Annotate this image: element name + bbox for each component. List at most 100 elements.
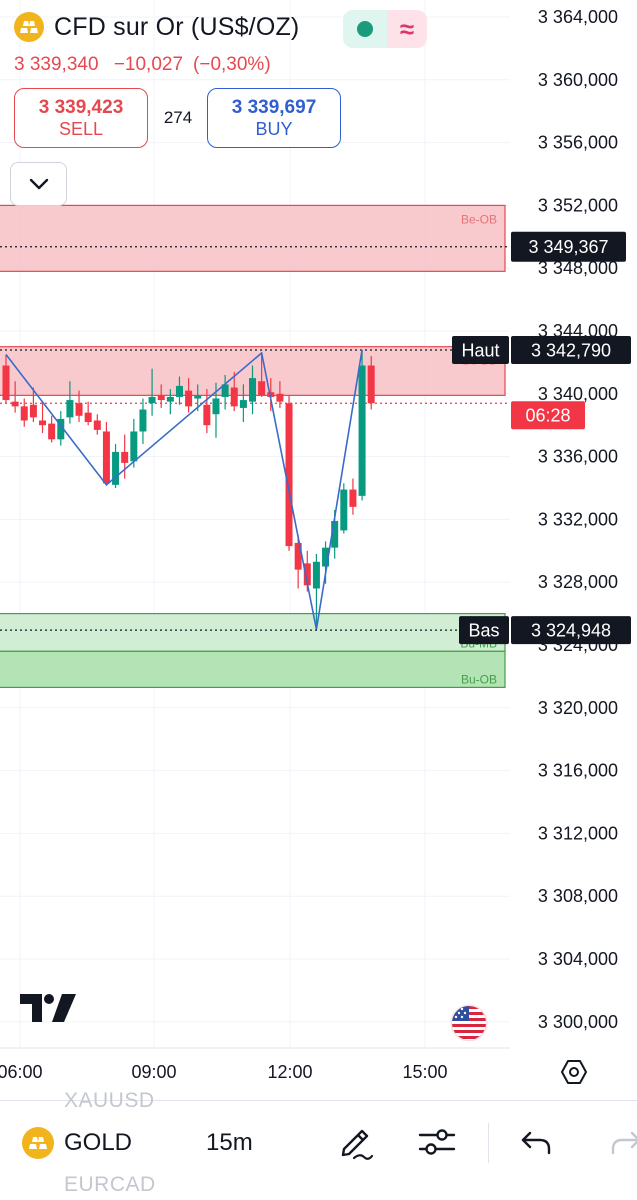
symbol-selector[interactable]: GOLD (64, 1129, 133, 1156)
haut-price-label-bg (511, 335, 631, 364)
tradingview-logo-icon[interactable] (20, 994, 76, 1027)
candle-body (112, 451, 120, 485)
chart-header: CFD sur Or (US$/OZ) ≈ 3 339,340 −10,027 (… (0, 0, 510, 160)
candle (175, 376, 183, 405)
candle-body (322, 547, 330, 567)
candle (139, 398, 147, 445)
candle-body (29, 404, 37, 418)
candle (276, 381, 284, 408)
gold-bars-icon (14, 12, 44, 42)
bas-price-label: 3 324,948 (511, 616, 631, 645)
candle-body (20, 406, 28, 421)
chevron-down-icon (29, 178, 48, 190)
candle (249, 365, 257, 415)
candle-body (349, 489, 357, 507)
haut-tag: Haut (452, 335, 509, 364)
us-flag-icon[interactable] (450, 1004, 488, 1042)
candle (29, 387, 37, 423)
candle-body (203, 404, 211, 426)
zone-be-ob (0, 204, 506, 272)
sell-label: SELL (58, 118, 104, 139)
sell-button[interactable]: 3 339,423 SELL (14, 88, 148, 148)
candle-body (285, 403, 293, 547)
next-symbol[interactable]: EURCAD (64, 1173, 156, 1196)
zigzag-line (5, 349, 363, 630)
candle-body (139, 409, 147, 432)
candle-body (130, 431, 138, 462)
candle-body (212, 398, 220, 415)
bas-price-label-text: 3 324,948 (531, 621, 611, 641)
buy-button[interactable]: 3 339,697 BUY (207, 88, 341, 148)
candle-body (75, 403, 83, 416)
candle-body (66, 400, 74, 418)
redo-button[interactable] (606, 1123, 637, 1161)
candle (312, 553, 320, 630)
data-delay-wave-icon: ≈ (387, 10, 427, 48)
symbol-row[interactable]: CFD sur Or (US$/OZ) (14, 12, 299, 42)
market-status[interactable]: ≈ (343, 10, 427, 48)
undo-icon[interactable] (518, 1123, 556, 1161)
bas-tag-bg (459, 616, 509, 645)
chart-settings-hexagon-icon[interactable] (560, 1058, 588, 1086)
price-tick-label: 3 316,000 (538, 761, 618, 781)
price-tick-label: 3 304,000 (538, 949, 618, 969)
zone-label: Bu-OB (461, 672, 497, 686)
candle-body (121, 451, 129, 463)
candle-body (303, 563, 311, 586)
candle (258, 352, 266, 397)
spread-value: 274 (163, 108, 193, 127)
pen-icon[interactable] (336, 1123, 374, 1161)
haut-tag-text: Haut (461, 340, 499, 360)
candle-body (221, 384, 229, 397)
candle-body (48, 423, 56, 440)
time-tick-label: 15:00 (402, 1062, 447, 1082)
candle (57, 411, 65, 446)
symbol-name[interactable]: CFD sur Or (US$/OZ) (54, 12, 300, 41)
last-price: 3 339,340 (14, 54, 99, 75)
zone-bu-ob (0, 650, 506, 688)
price-tick-label: 3 328,000 (538, 572, 618, 592)
price-change-percent: (−0,30%) (193, 54, 271, 75)
candle-body (340, 489, 348, 531)
price-change: −10,027 (113, 54, 184, 75)
gold-bars-icon (22, 1127, 54, 1159)
toolbar-divider (488, 1123, 489, 1163)
haut-price-label: 3 342,790 (511, 335, 631, 364)
bottom-toolbar: XAUUSD GOLD EURCAD 15m (0, 1089, 637, 1200)
candle (20, 398, 28, 427)
price-tick-label: 3 332,000 (538, 509, 618, 529)
candle (148, 368, 156, 416)
quote-line: 3 339,340 −10,027 (−0,30%) (14, 54, 281, 76)
candle (367, 356, 375, 410)
candle (221, 374, 229, 410)
candle-body (267, 392, 275, 397)
candle-body (331, 520, 339, 548)
candle (2, 354, 10, 404)
candle-body (358, 365, 366, 496)
price-tick-label: 3 340,000 (538, 384, 618, 404)
price-axis: 3 364,000 3 360,000 3 356,000 3 352,000 3 34… (538, 7, 618, 1032)
sell-price: 3 339,423 (38, 96, 124, 118)
candle (66, 381, 74, 424)
candles (2, 349, 375, 630)
sliders-icon[interactable] (418, 1123, 456, 1161)
previous-symbol[interactable]: XAUUSD (64, 1089, 155, 1112)
candle (39, 401, 47, 434)
candle-body (230, 387, 238, 407)
collapse-legend-button[interactable] (10, 162, 67, 206)
candle-body (57, 418, 65, 440)
candle-body (166, 396, 174, 402)
interval-selector[interactable]: 15m (206, 1129, 253, 1156)
candle (157, 384, 165, 408)
candle-body (194, 395, 202, 399)
candle-body (157, 395, 165, 401)
bar-countdown-label-bg (511, 401, 585, 430)
candle (84, 401, 92, 426)
time-tick-label: 12:00 (267, 1062, 312, 1082)
candle (340, 483, 348, 534)
price-tick-label: 3 356,000 (538, 133, 618, 153)
candle-body (84, 412, 92, 423)
candle-body (249, 378, 257, 402)
